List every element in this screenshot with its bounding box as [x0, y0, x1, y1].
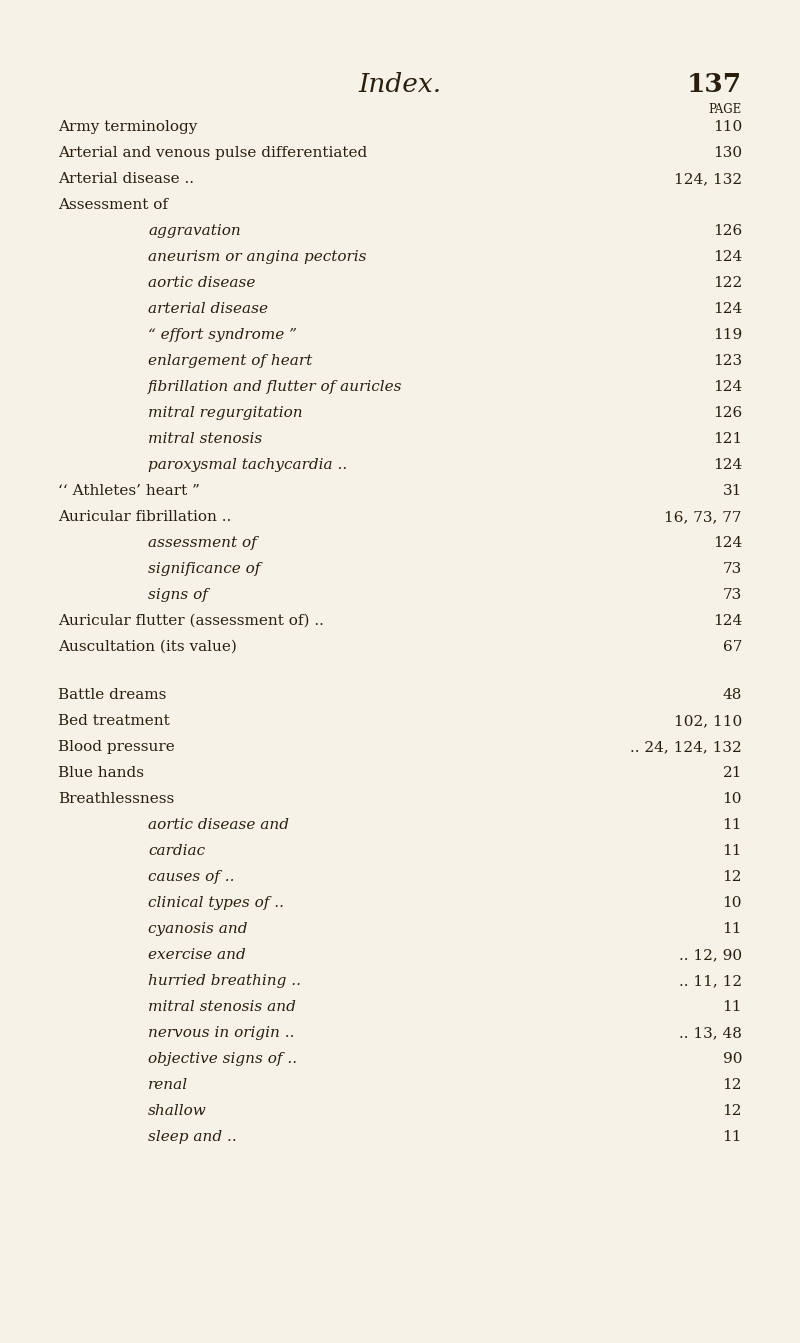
- Text: 124: 124: [713, 458, 742, 471]
- Text: 124: 124: [713, 614, 742, 629]
- Text: clinical types of ..: clinical types of ..: [148, 896, 284, 911]
- Text: 124: 124: [713, 380, 742, 393]
- Text: mitral stenosis: mitral stenosis: [148, 432, 262, 446]
- Text: PAGE: PAGE: [709, 103, 742, 115]
- Text: 48: 48: [722, 688, 742, 702]
- Text: Assessment of: Assessment of: [58, 197, 168, 212]
- Text: cyanosis and: cyanosis and: [148, 923, 247, 936]
- Text: shallow: shallow: [148, 1104, 206, 1119]
- Text: 130: 130: [713, 146, 742, 160]
- Text: paroxysmal tachycardia ..: paroxysmal tachycardia ..: [148, 458, 347, 471]
- Text: 21: 21: [722, 766, 742, 780]
- Text: 121: 121: [713, 432, 742, 446]
- Text: objective signs of ..: objective signs of ..: [148, 1052, 297, 1066]
- Text: 11: 11: [722, 818, 742, 833]
- Text: exercise and: exercise and: [148, 948, 246, 962]
- Text: cardiac: cardiac: [148, 845, 205, 858]
- Text: aggravation: aggravation: [148, 224, 241, 238]
- Text: 119: 119: [713, 328, 742, 342]
- Text: Bed treatment: Bed treatment: [58, 714, 170, 728]
- Text: 90: 90: [722, 1052, 742, 1066]
- Text: Blood pressure: Blood pressure: [58, 740, 174, 755]
- Text: 67: 67: [722, 641, 742, 654]
- Text: “ effort syndrome ”: “ effort syndrome ”: [148, 328, 297, 342]
- Text: 73: 73: [722, 588, 742, 602]
- Text: Index.: Index.: [358, 73, 442, 97]
- Text: Auricular fibrillation ..: Auricular fibrillation ..: [58, 510, 231, 524]
- Text: 12: 12: [722, 1078, 742, 1092]
- Text: 124: 124: [713, 302, 742, 316]
- Text: aneurism or angina pectoris: aneurism or angina pectoris: [148, 250, 366, 265]
- Text: mitral stenosis and: mitral stenosis and: [148, 1001, 296, 1014]
- Text: 11: 11: [722, 923, 742, 936]
- Text: Army terminology: Army terminology: [58, 120, 198, 134]
- Text: mitral regurgitation: mitral regurgitation: [148, 406, 302, 420]
- Text: aortic disease and: aortic disease and: [148, 818, 289, 833]
- Text: 10: 10: [722, 896, 742, 911]
- Text: 11: 11: [722, 845, 742, 858]
- Text: Auscultation (its value): Auscultation (its value): [58, 641, 237, 654]
- Text: hurried breathing ..: hurried breathing ..: [148, 974, 301, 988]
- Text: 16, 73, 77: 16, 73, 77: [665, 510, 742, 524]
- Text: 73: 73: [722, 561, 742, 576]
- Text: Battle dreams: Battle dreams: [58, 688, 166, 702]
- Text: 122: 122: [713, 277, 742, 290]
- Text: signs of: signs of: [148, 588, 208, 602]
- Text: .. 12, 90: .. 12, 90: [679, 948, 742, 962]
- Text: causes of ..: causes of ..: [148, 870, 234, 884]
- Text: Breathlessness: Breathlessness: [58, 792, 174, 806]
- Text: nervous in origin ..: nervous in origin ..: [148, 1026, 294, 1039]
- Text: 12: 12: [722, 870, 742, 884]
- Text: 137: 137: [687, 73, 742, 97]
- Text: renal: renal: [148, 1078, 188, 1092]
- Text: .. 13, 48: .. 13, 48: [679, 1026, 742, 1039]
- Text: Blue hands: Blue hands: [58, 766, 144, 780]
- Text: fibrillation and flutter of auricles: fibrillation and flutter of auricles: [148, 380, 402, 393]
- Text: .. 11, 12: .. 11, 12: [679, 974, 742, 988]
- Text: 31: 31: [722, 483, 742, 498]
- Text: 126: 126: [713, 224, 742, 238]
- Text: assessment of: assessment of: [148, 536, 257, 551]
- Text: ‘‘ Athletes’ heart ”: ‘‘ Athletes’ heart ”: [58, 483, 200, 498]
- Text: Arterial and venous pulse differentiated: Arterial and venous pulse differentiated: [58, 146, 367, 160]
- Text: 12: 12: [722, 1104, 742, 1119]
- Text: 102, 110: 102, 110: [674, 714, 742, 728]
- Text: 126: 126: [713, 406, 742, 420]
- Text: 123: 123: [713, 355, 742, 368]
- Text: 110: 110: [713, 120, 742, 134]
- Text: 124, 132: 124, 132: [674, 172, 742, 185]
- Text: Auricular flutter (assessment of) ..: Auricular flutter (assessment of) ..: [58, 614, 324, 629]
- Text: 11: 11: [722, 1001, 742, 1014]
- Text: 11: 11: [722, 1129, 742, 1144]
- Text: significance of: significance of: [148, 561, 260, 576]
- Text: 124: 124: [713, 250, 742, 265]
- Text: aortic disease: aortic disease: [148, 277, 255, 290]
- Text: 124: 124: [713, 536, 742, 551]
- Text: 10: 10: [722, 792, 742, 806]
- Text: .. 24, 124, 132: .. 24, 124, 132: [630, 740, 742, 755]
- Text: sleep and ..: sleep and ..: [148, 1129, 237, 1144]
- Text: enlargement of heart: enlargement of heart: [148, 355, 312, 368]
- Text: arterial disease: arterial disease: [148, 302, 268, 316]
- Text: Arterial disease ..: Arterial disease ..: [58, 172, 194, 185]
